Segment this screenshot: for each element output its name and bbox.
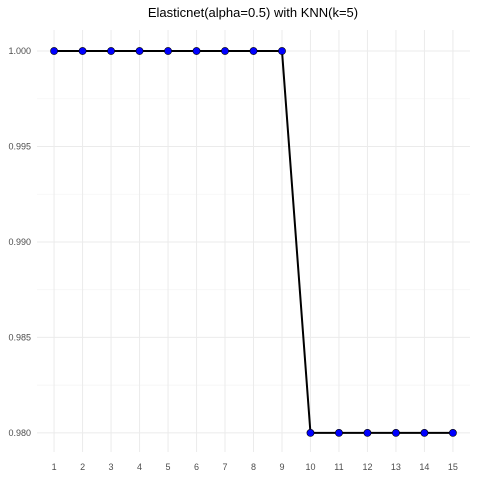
y-tick-label: 0.995 <box>8 141 31 151</box>
data-point <box>449 429 457 437</box>
y-tick-label: 1.000 <box>8 46 31 56</box>
data-point <box>50 47 58 55</box>
x-tick-label: 2 <box>80 462 85 472</box>
y-tick-label: 0.980 <box>8 428 31 438</box>
data-point <box>249 47 258 55</box>
x-tick-label: 10 <box>305 462 315 472</box>
data-point <box>306 429 315 437</box>
x-tick-label: 1 <box>52 462 57 472</box>
x-axis: 1 2 3 4 5 6 7 8 9 10 11 12 13 14 15 <box>52 462 458 472</box>
x-tick-label: 4 <box>137 462 142 472</box>
x-tick-label: 13 <box>391 462 401 472</box>
series-layer <box>50 47 457 437</box>
chart-title: Elasticnet(alpha=0.5) with KNN(k=5) <box>148 5 358 20</box>
data-point <box>164 47 172 55</box>
x-tick-label: 6 <box>194 462 199 472</box>
x-tick-label: 8 <box>251 462 256 472</box>
x-tick-label: 3 <box>109 462 114 472</box>
grid-lines <box>37 30 470 452</box>
data-point <box>135 47 144 55</box>
x-tick-label: 9 <box>279 462 284 472</box>
y-tick-label: 0.985 <box>8 332 31 342</box>
data-point <box>363 429 372 437</box>
x-tick-label: 7 <box>223 462 228 472</box>
data-point <box>420 429 429 437</box>
data-point <box>221 47 229 55</box>
x-tick-label: 5 <box>166 462 171 472</box>
data-point <box>392 429 400 437</box>
data-point <box>278 47 286 55</box>
x-tick-label: 11 <box>334 462 343 472</box>
data-point <box>335 429 343 437</box>
data-point <box>107 47 115 55</box>
x-tick-label: 12 <box>362 462 372 472</box>
x-tick-label: 15 <box>448 462 458 472</box>
data-point <box>78 47 87 55</box>
y-tick-label: 0.990 <box>8 237 31 247</box>
y-axis: 0.980 0.985 0.990 0.995 1.000 <box>8 46 31 438</box>
data-point <box>192 47 201 55</box>
x-tick-label: 14 <box>419 462 429 472</box>
